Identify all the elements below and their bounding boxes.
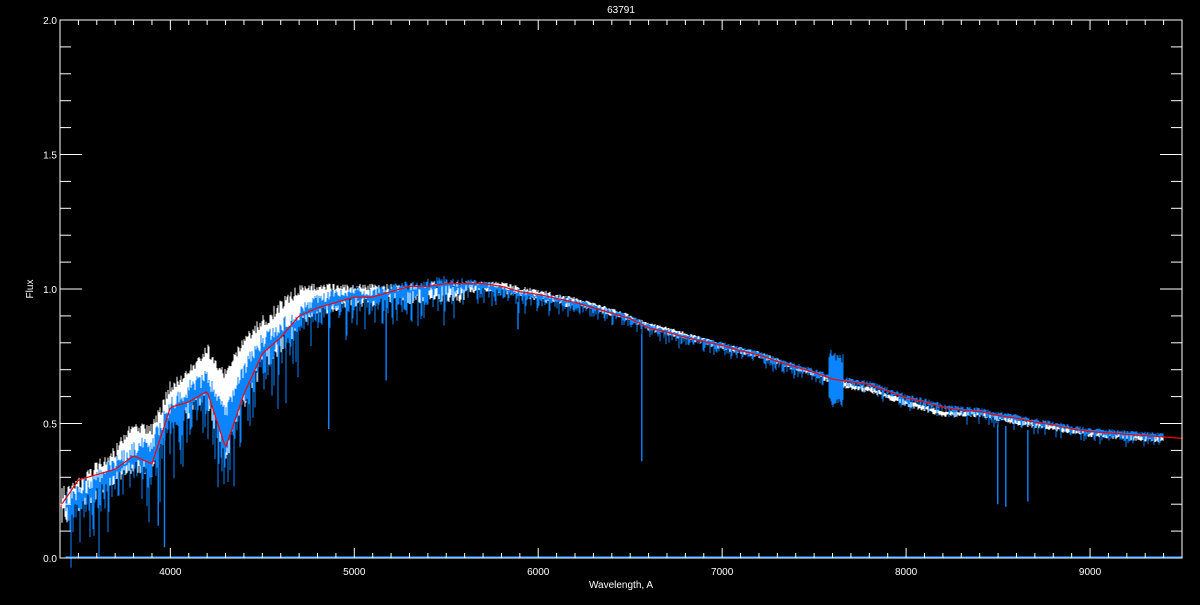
chart-title: 63791 xyxy=(607,5,635,16)
y-tick-label: 0.0 xyxy=(43,554,57,565)
x-tick-label: 4000 xyxy=(159,567,182,578)
x-tick-label: 8000 xyxy=(895,567,918,578)
red-model-line xyxy=(59,283,1183,508)
x-tick-label: 5000 xyxy=(343,567,366,578)
x-tick-label: 7000 xyxy=(711,567,734,578)
y-tick-label: 1.0 xyxy=(43,285,57,296)
y-tick-label: 2.0 xyxy=(43,16,57,27)
x-tick-label: 6000 xyxy=(527,567,550,578)
y-tick-label: 1.5 xyxy=(43,151,57,162)
y-axis-label: Flux xyxy=(25,280,36,299)
red-model-series xyxy=(59,283,1183,508)
x-tick-label: 9000 xyxy=(1079,567,1102,578)
axis-ticks: 4000 5000 6000 7000 8000 9000 0.0 0.5 1.0 1.5 2.0 xyxy=(43,16,1183,578)
y-tick-label: 0.5 xyxy=(43,420,57,431)
x-axis-label: Wavelength, A xyxy=(589,580,653,591)
